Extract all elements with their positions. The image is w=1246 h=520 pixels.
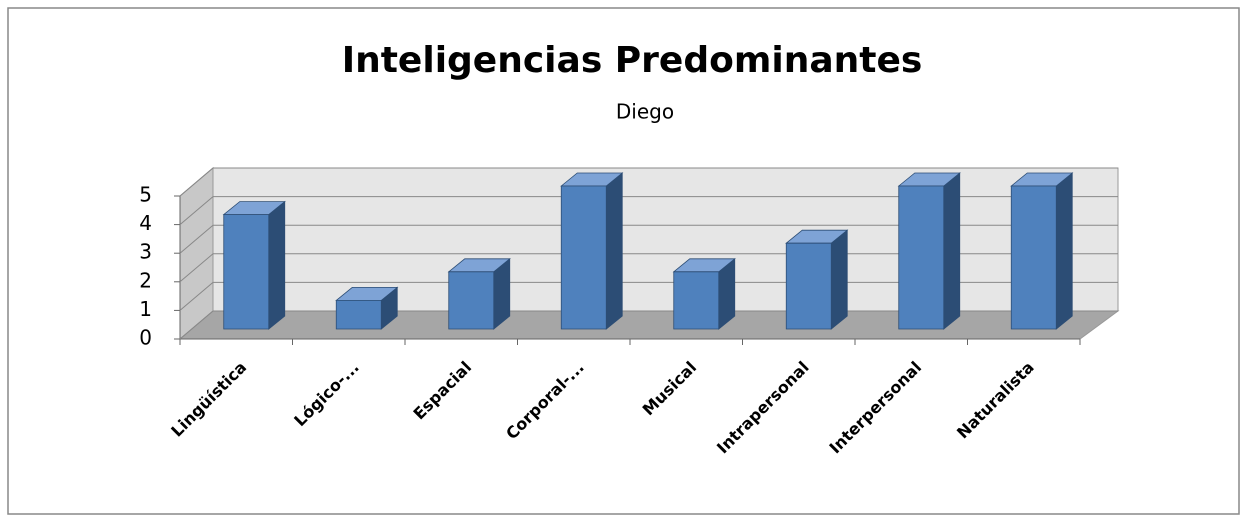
- bar-side: [943, 172, 961, 330]
- bar-side: [605, 172, 623, 330]
- bar: [1010, 172, 1074, 330]
- y-tick-label: 4: [139, 211, 152, 235]
- bar: [785, 229, 849, 330]
- y-tick-label: 0: [139, 326, 152, 350]
- y-tick-label: 2: [139, 268, 152, 292]
- bar: [222, 200, 286, 330]
- bar-front: [785, 242, 832, 330]
- bar-side: [830, 229, 848, 330]
- side-wall: [179, 166, 214, 341]
- grid-line: [179, 253, 214, 283]
- bar-front: [448, 271, 495, 330]
- bar-front: [1010, 185, 1057, 330]
- grid-line: [179, 167, 214, 197]
- grid-line: [179, 282, 214, 311]
- grid-line: [179, 224, 214, 254]
- bar: [897, 172, 961, 330]
- bar: [672, 257, 736, 330]
- bar-front: [673, 271, 720, 330]
- y-tick-label: 1: [139, 297, 152, 321]
- bar-front: [560, 185, 607, 330]
- back-wall: [212, 167, 1119, 312]
- bar-side: [268, 200, 286, 330]
- bar: [335, 286, 399, 330]
- grid-line: [179, 310, 214, 340]
- bar: [447, 257, 511, 330]
- y-tick-label: 3: [139, 240, 152, 264]
- bar-side: [1055, 172, 1073, 330]
- bar: [560, 172, 624, 330]
- y-tick-label: 5: [139, 183, 152, 207]
- chart-subtitle: Diego: [616, 100, 674, 124]
- grid-line: [179, 196, 214, 225]
- bar-front: [335, 299, 382, 330]
- bar-front: [223, 214, 270, 330]
- floor: [178, 310, 1120, 340]
- bar-front: [898, 185, 945, 330]
- chart-title: Inteligencias Predominantes: [342, 40, 923, 81]
